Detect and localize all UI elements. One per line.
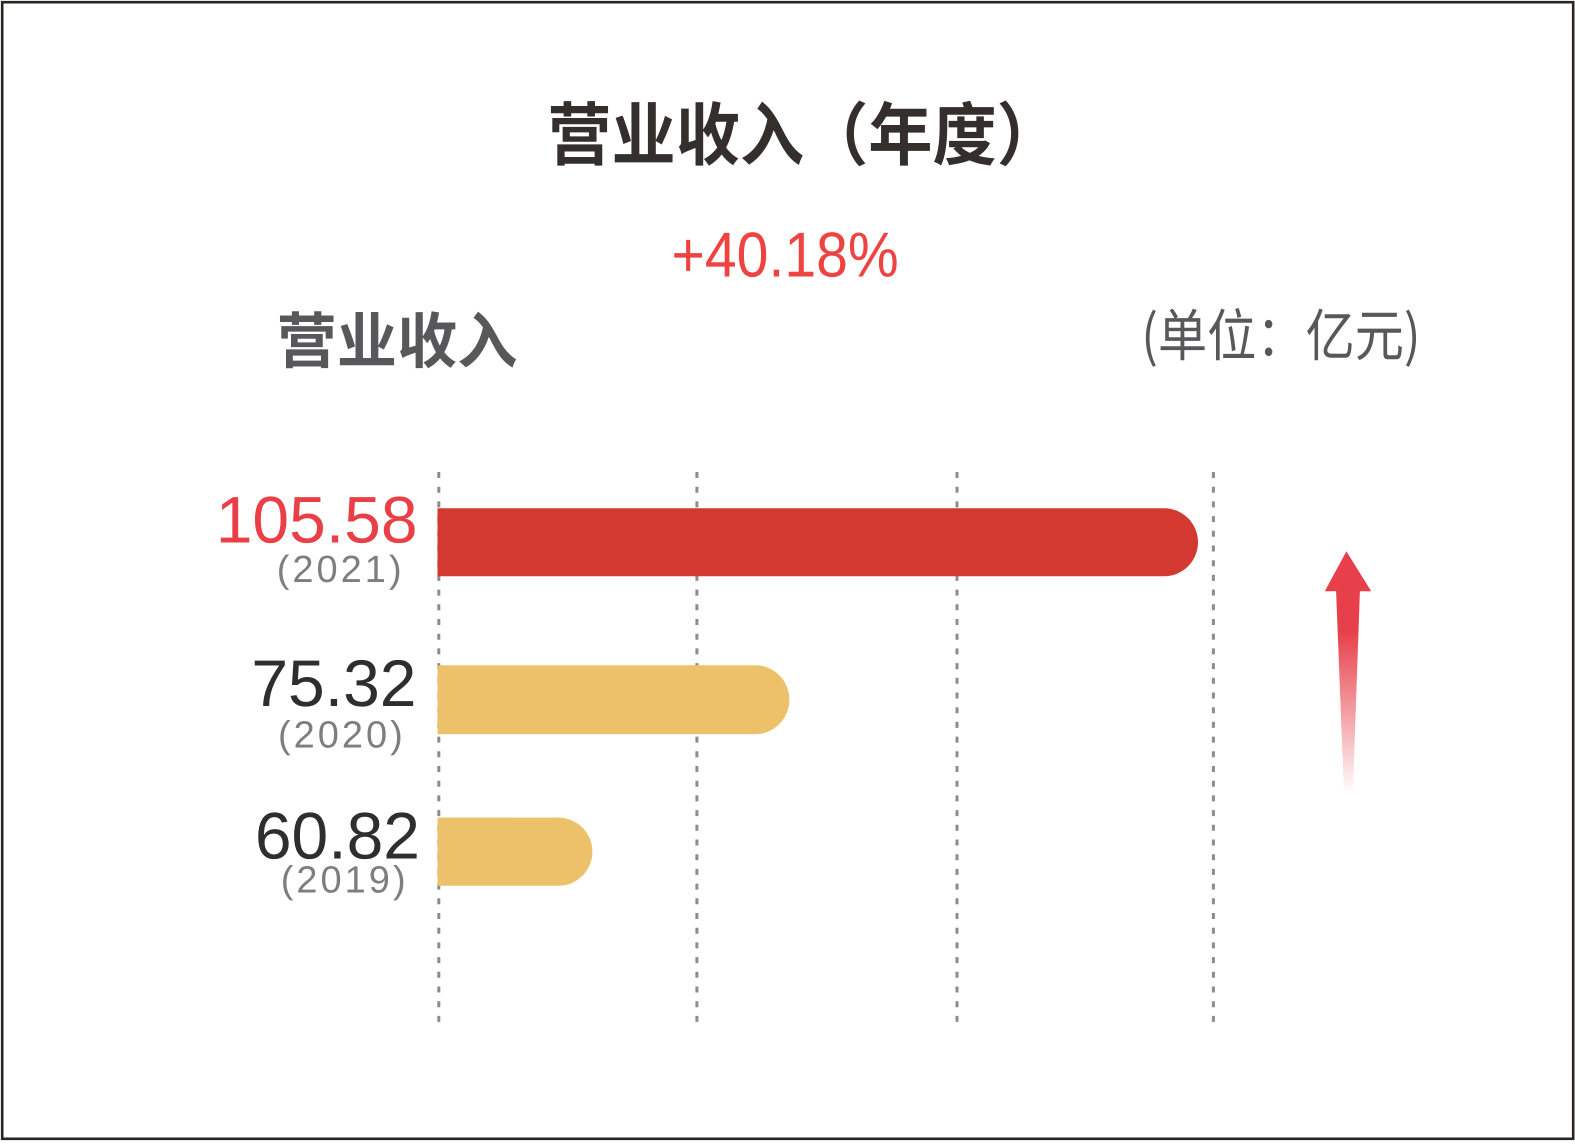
svg-text:75.32: 75.32	[251, 646, 416, 720]
svg-text:(2019): (2019)	[281, 860, 409, 902]
svg-text:(2020): (2020)	[278, 714, 406, 756]
svg-text:+40.18%: +40.18%	[672, 221, 899, 291]
svg-text:(2021): (2021)	[277, 549, 405, 591]
svg-text:60.82: 60.82	[255, 798, 420, 872]
svg-text:105.58: 105.58	[216, 482, 418, 556]
